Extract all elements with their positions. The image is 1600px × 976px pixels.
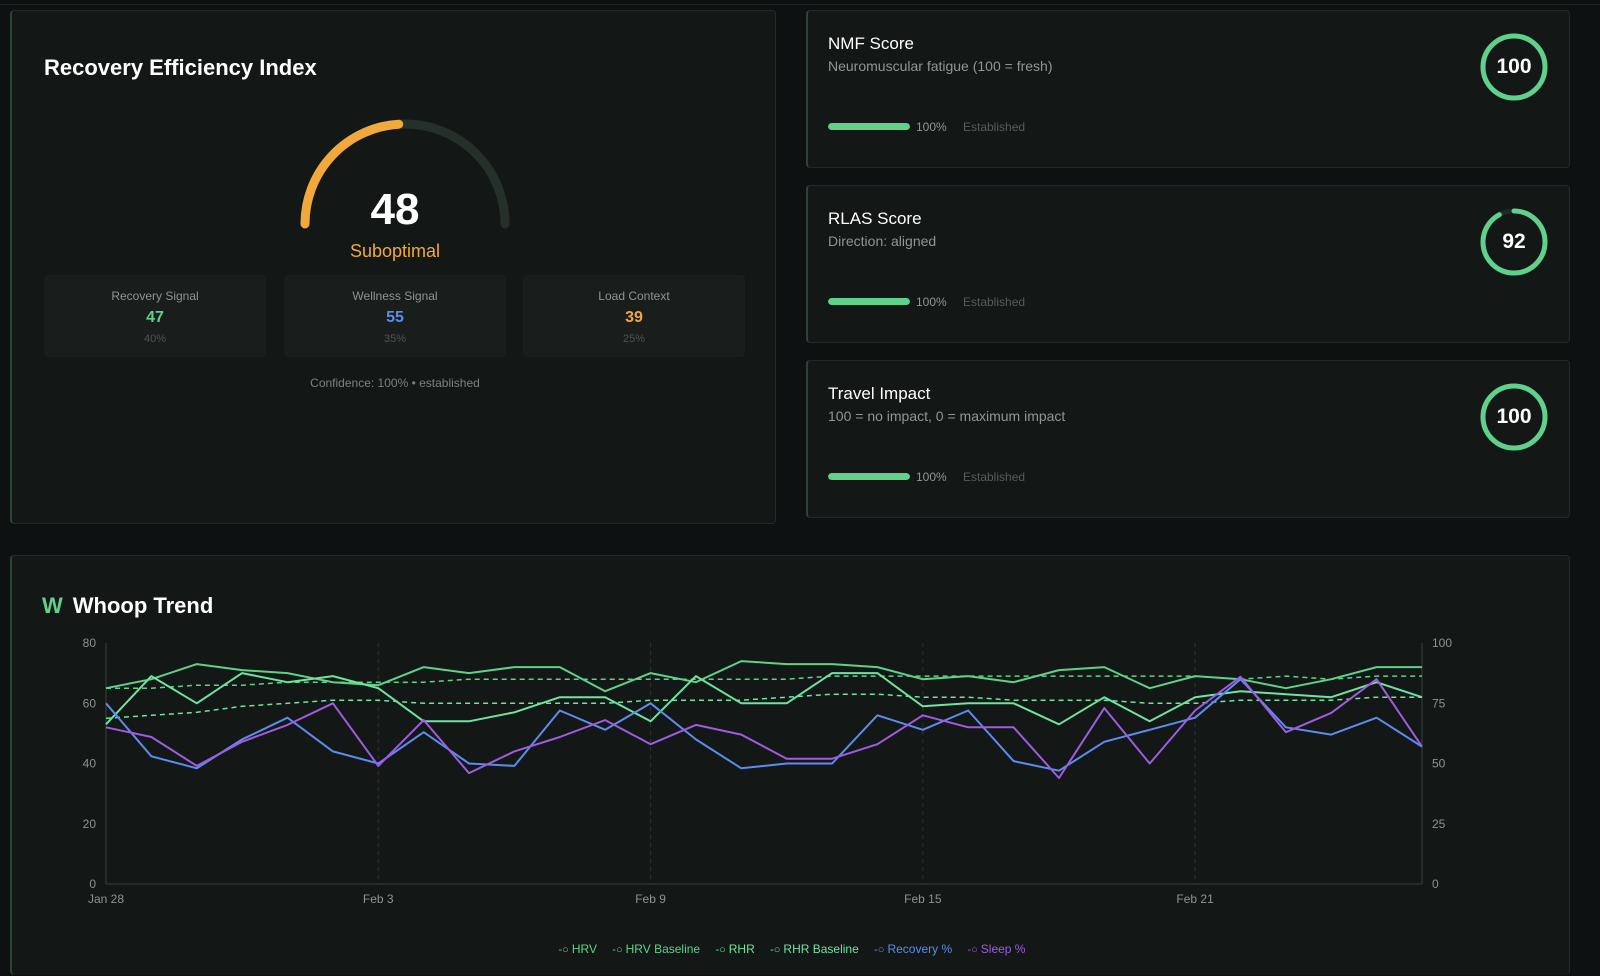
signal-value: 47 — [146, 309, 164, 326]
y-right-tick-label: 100 — [1432, 636, 1452, 650]
confidence-bar — [828, 473, 910, 480]
y-left-tick-label: 60 — [83, 696, 97, 710]
x-tick-label: Feb 9 — [635, 892, 666, 906]
recovery-efficiency-card: Recovery Efficiency Index 48 Suboptimal … — [10, 10, 776, 524]
legend-label: RHR — [728, 942, 755, 956]
signal-weight: 40% — [143, 333, 167, 345]
legend-item-recovery[interactable]: -○ Recovery % — [874, 942, 952, 956]
score-ring — [1480, 208, 1548, 276]
load-context-box: Load Context 39 25% — [523, 275, 745, 357]
x-tick-label: Feb 15 — [904, 892, 942, 906]
confidence-percent: 100% — [916, 120, 947, 134]
legend-label: Recovery % — [887, 942, 953, 956]
confidence-percent: 100% — [916, 295, 947, 309]
confidence-state: Established — [963, 120, 1026, 134]
score-ring-fill — [1480, 33, 1548, 101]
score-ring — [1480, 33, 1548, 101]
series-line-rhr — [105, 672, 1423, 726]
rei-title: Recovery Efficiency Index — [44, 55, 317, 80]
rei-gauge — [300, 119, 510, 229]
x-tick-label: Feb 3 — [363, 892, 394, 906]
y-right-tick-label: 50 — [1432, 757, 1446, 771]
travel-impact-card: Travel Impact 100 = no impact, 0 = maxim… — [806, 360, 1570, 518]
confidence-bar — [828, 123, 910, 130]
y-left-tick-label: 80 — [83, 636, 97, 650]
score-subtitle: Direction: aligned — [828, 233, 937, 249]
whoop-trend-card: W Whoop Trend 0 20 40 60 80 0 25 50 75 100 Jan 28 Fe… — [10, 555, 1570, 975]
recovery-signal-box: Recovery Signal 47 40% — [44, 275, 266, 357]
series-line-recovery- — [105, 678, 1423, 772]
signal-label: Wellness Signal — [352, 289, 438, 303]
confidence-bar-fill — [828, 123, 910, 130]
confidence-bar-fill — [828, 298, 910, 305]
whoop-trend-chart[interactable]: 0 20 40 60 80 0 25 50 75 100 Jan 28 Feb 3 Feb 9 Feb 1… — [12, 556, 1572, 976]
confidence-bar — [828, 298, 910, 305]
legend-label: Sleep % — [980, 942, 1026, 956]
legend-marker-icon: -○ — [558, 944, 569, 956]
series-line-hrv — [105, 660, 1422, 693]
score-value: 92 — [1502, 230, 1526, 253]
y-left-tick-label: 0 — [89, 877, 96, 891]
y-right-tick-label: 0 — [1432, 877, 1439, 891]
score-subtitle: 100 = no impact, 0 = maximum impact — [828, 408, 1066, 424]
whoop-logo-icon: W — [42, 593, 63, 618]
signal-label: Recovery Signal — [111, 289, 199, 303]
score-ring-fill — [1480, 208, 1548, 276]
gauge-fill — [300, 119, 404, 229]
legend-item-rhr-baseline[interactable]: -○ RHR Baseline — [770, 942, 859, 956]
series-line-sleep- — [105, 675, 1423, 779]
signal-weight: 35% — [383, 333, 407, 345]
confidence-state: Established — [963, 470, 1026, 484]
rlas-score-card: RLAS Score Direction: aligned 100% Estab… — [806, 185, 1570, 343]
signal-label: Load Context — [598, 289, 670, 303]
legend-label: HRV Baseline — [625, 942, 701, 956]
score-subtitle: Neuromuscular fatigue (100 = fresh) — [828, 58, 1053, 74]
legend-item-sleep[interactable]: -○ Sleep % — [967, 942, 1025, 956]
legend-label: HRV — [571, 942, 597, 956]
nmf-score-card: NMF Score Neuromuscular fatigue (100 = f… — [806, 10, 1570, 168]
signal-value: 55 — [386, 309, 404, 326]
score-title: Travel Impact — [828, 384, 931, 403]
confidence-bar-fill — [828, 473, 910, 480]
score-title: NMF Score — [828, 34, 914, 53]
y-right-tick-label: 75 — [1432, 696, 1446, 710]
top-border — [0, 0, 1600, 5]
legend-marker-icon: -○ — [874, 944, 885, 956]
rei-status: Suboptimal — [349, 241, 441, 261]
series-line-rhr-baseline — [105, 693, 1422, 720]
y-left-tick-label: 20 — [83, 817, 97, 831]
signal-weight: 25% — [622, 333, 646, 345]
rei-score: 48 — [370, 185, 420, 234]
legend-marker-icon: -○ — [612, 944, 623, 956]
legend-item-hrv-baseline[interactable]: -○ HRV Baseline — [612, 942, 700, 956]
score-ring-fill — [1480, 383, 1548, 451]
legend-item-hrv[interactable]: -○ HRV — [559, 942, 597, 956]
trend-title-text: Whoop Trend — [72, 593, 214, 618]
score-title: RLAS Score — [828, 209, 922, 228]
score-value: 100 — [1496, 55, 1532, 78]
series-line-hrv-baseline — [106, 675, 1422, 689]
score-value: 100 — [1496, 405, 1532, 428]
trend-title: W Whoop Trend — [42, 593, 213, 619]
legend-marker-icon: -○ — [967, 944, 978, 956]
signal-value: 39 — [625, 309, 643, 326]
chart-legend: -○ HRV -○ HRV Baseline -○ RHR -○ RHR Baselin… — [12, 942, 1572, 956]
rei-confidence: Confidence: 100% • established — [310, 376, 480, 390]
x-tick-label: Jan 28 — [88, 892, 124, 906]
confidence-state: Established — [963, 295, 1026, 309]
legend-marker-icon: -○ — [715, 944, 726, 956]
x-tick-label: Feb 21 — [1176, 892, 1214, 906]
legend-marker-icon: -○ — [770, 944, 781, 956]
legend-label: RHR Baseline — [783, 942, 859, 956]
y-right-tick-label: 25 — [1432, 817, 1446, 831]
wellness-signal-box: Wellness Signal 55 35% — [284, 275, 506, 357]
y-left-tick-label: 40 — [83, 757, 97, 771]
score-ring — [1480, 383, 1548, 451]
legend-item-rhr[interactable]: -○ RHR — [715, 942, 754, 956]
confidence-percent: 100% — [916, 470, 947, 484]
